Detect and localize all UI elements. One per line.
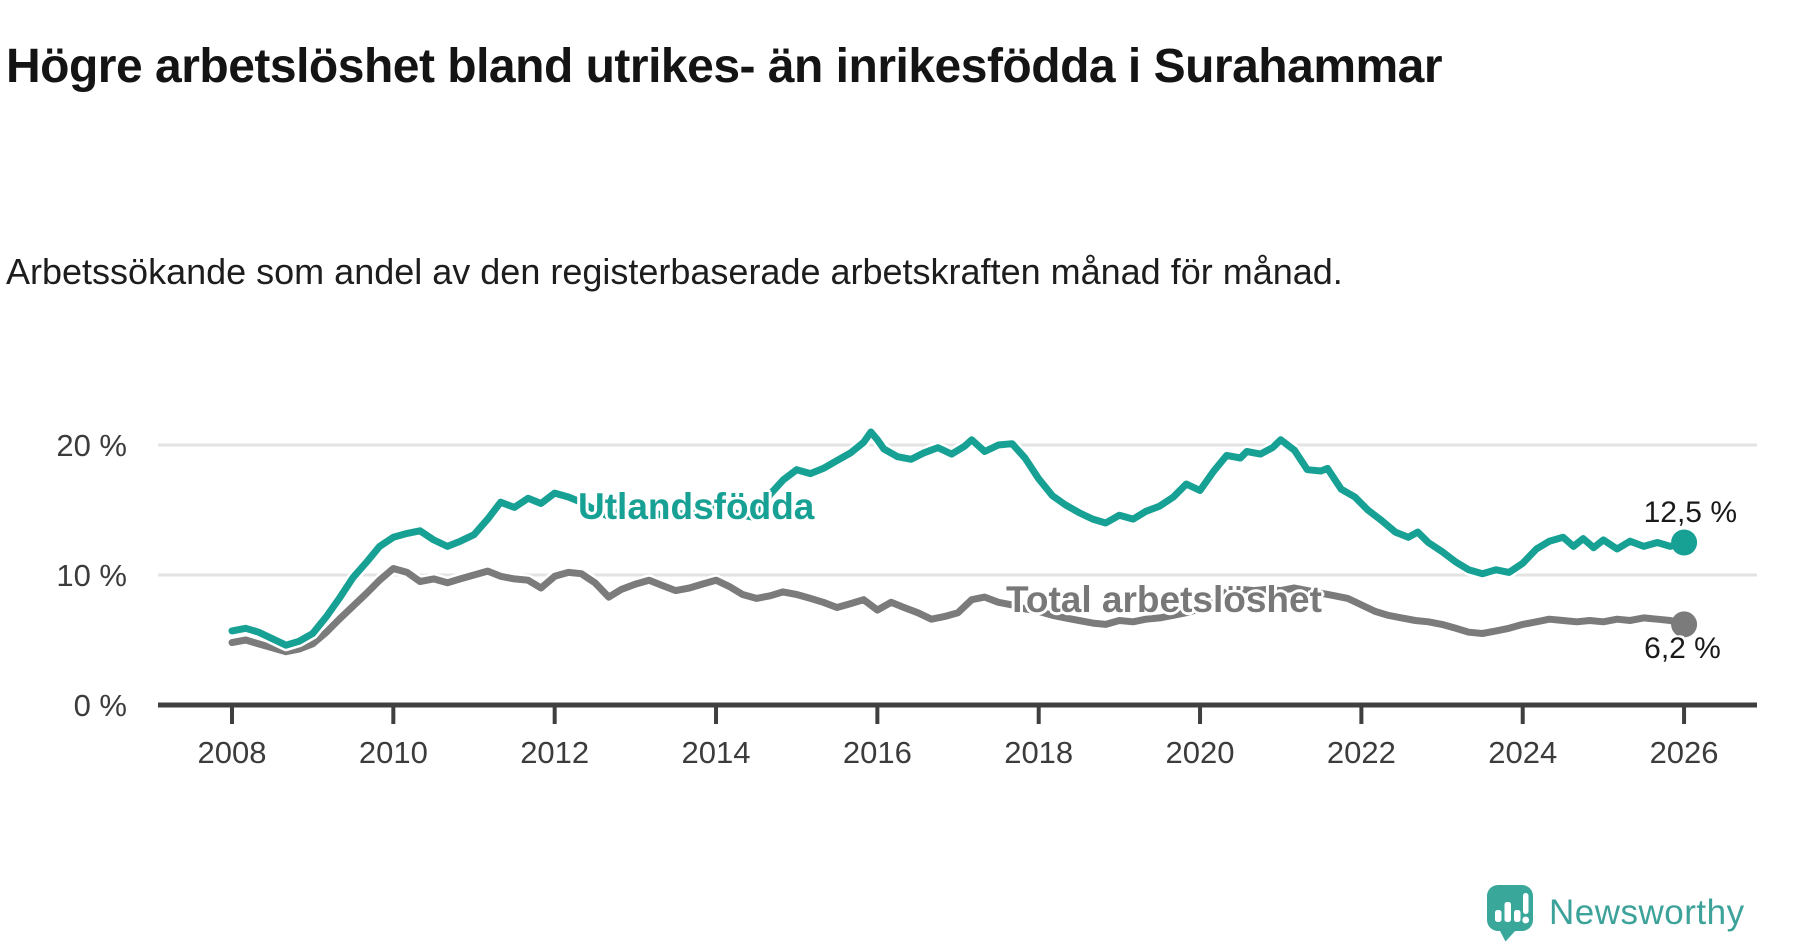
x-tick-label: 2020 [1166,735,1235,770]
x-tick-label: 2012 [520,735,589,770]
y-tick-label: 10 % [56,558,127,593]
series-line-total-arbetsl-shet [228,565,1688,656]
series-line-utlandsf-dda [228,428,1688,649]
x-tick-label: 2008 [198,735,267,770]
newsworthy-bubble-bar-chart-icon [1487,885,1533,942]
x-tick-label: 2022 [1327,735,1396,770]
end-dot-total-arbetsl-shet [1671,611,1698,638]
newsworthy-wordmark: Newsworthy [1549,893,1745,932]
x-tick-label: 2016 [843,735,912,770]
x-tick-label: 2010 [359,735,428,770]
end-value-label-total: 6,2 % [1644,632,1721,665]
x-tick-label: 2018 [1004,735,1073,770]
newsworthy-logo: Newsworthy [1486,884,1745,942]
series-label-utlandsfodda: Utlandsfödda [578,486,815,527]
x-tick-label: 2024 [1488,735,1557,770]
page-title: Högre arbetslöshet bland utrikes- än inr… [6,40,1443,94]
series-label-total-arbetsloshet: Total arbetslöshet [1006,579,1322,620]
y-tick-label: 20 % [56,428,127,463]
y-tick-label: 0 % [74,688,127,723]
x-tick-label: 2014 [682,735,751,770]
chart-subtitle: Arbetssökande som andel av den registerb… [6,251,1343,292]
x-tick-label: 2026 [1650,735,1719,770]
end-value-label-utlandsfodda: 12,5 % [1643,496,1737,529]
end-dot-utlandsf-dda [1671,529,1698,556]
